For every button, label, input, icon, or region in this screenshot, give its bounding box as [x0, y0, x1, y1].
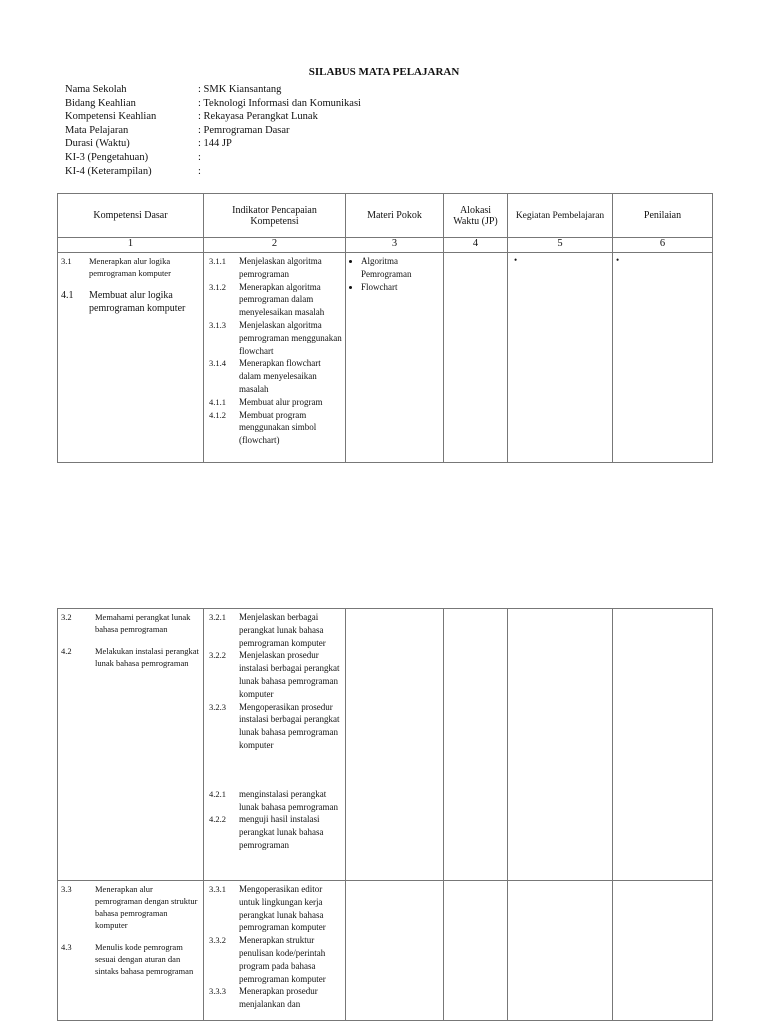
indikator-cell: 3.1.1 Menjelaskan algoritma pemrograman 3…: [203, 252, 346, 463]
col-number: 5: [507, 237, 613, 253]
info-row: Nama Sekolah : SMK Kiansantang: [65, 83, 361, 97]
kd-text: Menerapkan alur logika pemrograman kompu…: [89, 256, 171, 278]
syllabus-table-1: Kompetensi Dasar Indikator Pencapaian Ko…: [57, 193, 713, 463]
ind-text: Menjelaskan berbagai perangkat lunak bah…: [239, 612, 326, 648]
col-number: 1: [57, 237, 204, 253]
ind-code: 3.3.1: [209, 884, 226, 894]
col-number: 6: [612, 237, 713, 253]
header-indikator: Indikator Pencapaian Kompetensi: [203, 193, 346, 238]
ind-code: 4.2.1: [209, 788, 226, 799]
col-number: 3: [345, 237, 444, 253]
ind-code: 4.2.2: [209, 814, 226, 825]
indikator-cell: 3.2.1 Menjelaskan berbagai perangkat luna…: [203, 608, 346, 881]
bullet: •: [514, 255, 518, 265]
ind-code: 3.1.1: [209, 256, 226, 266]
info-label: Durasi (Waktu): [65, 138, 130, 150]
penilaian-cell: [612, 880, 713, 1021]
ind-text: Membuat program menggunakan simbol (flow…: [239, 409, 317, 446]
info-label: KI-3 (Pengetahuan): [65, 151, 149, 163]
alokasi-cell: [443, 608, 508, 881]
col-number: 2: [203, 237, 346, 253]
kd-code: 4.2: [61, 646, 72, 656]
ind-text: Menjelaskan algoritma pemrograman menggu…: [239, 319, 342, 356]
ind-text: Menerapkan struktur penulisan kode/perin…: [239, 935, 326, 984]
ind-text: menguji hasil instalasi perangkat lunak …: [239, 814, 324, 850]
ind-code: 3.1.4: [209, 358, 226, 369]
ind-code: 4.1.2: [209, 409, 226, 420]
info-value: : Pemrograman Dasar: [198, 124, 290, 136]
kegiatan-cell: [507, 880, 613, 1021]
ind-code: 3.1.3: [209, 319, 226, 330]
ind-text: Menjelaskan algoritma pemrograman: [239, 256, 322, 279]
info-row: Kompetensi Keahlian : Rekayasa Perangkat …: [65, 110, 361, 124]
ind-text: Menerapkan flowchart dalam menyelesaikan…: [239, 358, 321, 394]
ind-code: 3.3.2: [209, 935, 226, 946]
ind-text: Mengoperasikan editor untuk lingkungan k…: [239, 884, 326, 933]
bullet: •: [616, 255, 620, 265]
syllabus-table-2: 3.2 Memahami perangkat lunak bahasa pemro…: [57, 608, 713, 1021]
materi-cell: [345, 608, 444, 881]
ind-code: 3.2.1: [209, 612, 226, 622]
ind-text: Membuat alur program: [239, 396, 323, 407]
header-alokasi: Alokasi Waktu (JP): [443, 193, 508, 238]
info-value: :: [198, 151, 201, 163]
kd-code: 3.3: [61, 884, 72, 894]
kd-cell: 3.1 Menerapkan alur logika pemrograman ko…: [57, 252, 204, 463]
info-value: :: [198, 165, 201, 177]
kd-code: 3.1: [61, 256, 72, 266]
info-row: KI-3 (Pengetahuan):: [65, 151, 361, 165]
kd-text: Melakukan instalasi perangkat lunak baha…: [95, 646, 199, 668]
kd-cell: 3.3 Menerapkan alur pemrograman dengan st…: [57, 880, 204, 1021]
info-label: KI-4 (Keterampilan): [65, 165, 152, 177]
kd-code: 4.1: [61, 290, 74, 301]
materi-item: Algoritma Pemrograman: [361, 255, 440, 281]
ind-text: Mengoperasikan prosedur instalasi berbag…: [239, 701, 340, 750]
kd-text: Membuat alur logika pemrograman komputer: [89, 290, 186, 314]
kd-text: Menulis kode pemrogram sesuai dengan atu…: [95, 942, 194, 976]
kd-code: 3.2: [61, 612, 72, 622]
kegiatan-cell: [507, 608, 613, 881]
materi-item: Flowchart: [361, 281, 440, 294]
info-value: : SMK Kiansantang: [198, 84, 282, 95]
info-label: Kompetensi Keahlian: [65, 111, 157, 123]
kd-code: 4.3: [61, 942, 72, 952]
alokasi-cell: [443, 880, 508, 1021]
info-value: : Teknologi Informasi dan Komunikasi: [198, 97, 361, 109]
info-label: Nama Sekolah: [65, 84, 127, 95]
alokasi-cell: [443, 252, 508, 463]
materi-cell: [345, 880, 444, 1021]
info-row: Bidang Keahlian : Teknologi Informasi dan…: [65, 97, 361, 111]
ind-code: 3.2.3: [209, 701, 226, 712]
ind-text: Menerapkan algoritma pemrograman dalam m…: [239, 281, 325, 318]
info-row: KI-4 (Keterampilan):: [65, 165, 361, 179]
header-penilaian: Penilaian: [612, 193, 713, 238]
info-block: Nama Sekolah : SMK Kiansantang Bidang Kea…: [65, 83, 361, 178]
info-value: : Rekayasa Perangkat Lunak: [198, 111, 318, 123]
penilaian-cell: •: [612, 252, 713, 463]
ind-code: 3.1.2: [209, 281, 226, 292]
penilaian-cell: [612, 608, 713, 881]
indikator-cell: 3.3.1 Mengoperasikan editor untuk lingkun…: [203, 880, 346, 1021]
info-label: Bidang Keahlian: [65, 97, 136, 109]
ind-text: menginstalasi perangkat lunak bahasa pem…: [239, 788, 338, 812]
info-label: Mata Pelajaran: [65, 124, 129, 136]
kd-cell: 3.2 Memahami perangkat lunak bahasa pemro…: [57, 608, 204, 881]
ind-code: 3.2.2: [209, 650, 226, 661]
ind-text: Menjelaskan prosedur instalasi berbagai …: [239, 650, 340, 699]
kd-text: Menerapkan alur pemrograman dengan struk…: [95, 884, 198, 930]
ind-code: 4.1.1: [209, 396, 226, 407]
info-value: : 144 JP: [198, 138, 232, 150]
materi-cell: Algoritma Pemrograman Flowchart: [345, 252, 444, 463]
header-kd: Kompetensi Dasar: [57, 193, 204, 238]
page-title: SILABUS MATA PELAJARAN: [308, 66, 460, 78]
header-kegiatan: Kegiatan Pembelajaran: [507, 193, 613, 238]
info-row: Mata Pelajaran : Pemrograman Dasar: [65, 124, 361, 138]
info-row: Durasi (Waktu) : 144 JP: [65, 137, 361, 151]
ind-code: 3.3.3: [209, 986, 226, 997]
header-materi: Materi Pokok: [345, 193, 444, 238]
kegiatan-cell: •: [507, 252, 613, 463]
ind-text: Menerapkan prosedur menjalankan dan: [239, 986, 318, 1010]
col-number: 4: [443, 237, 508, 253]
kd-text: Memahami perangkat lunak bahasa pemrogra…: [95, 612, 191, 634]
